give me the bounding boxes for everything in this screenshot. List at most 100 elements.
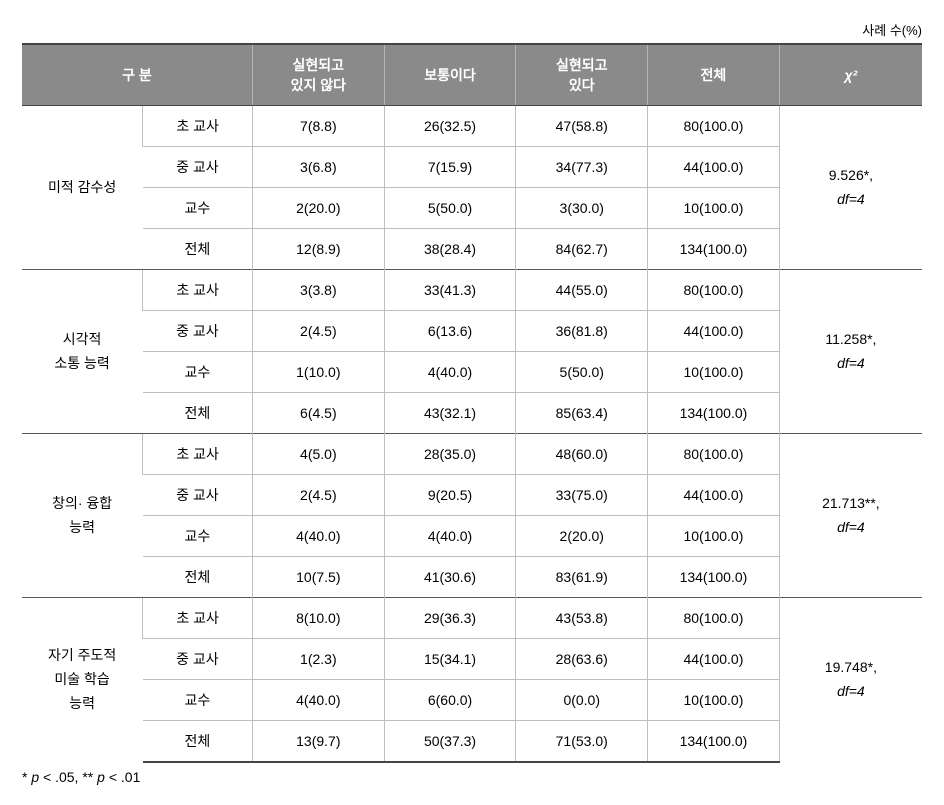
data-cell: 3(30.0): [516, 188, 648, 229]
data-cell: 12(8.9): [252, 229, 384, 270]
data-cell: 28(35.0): [384, 434, 516, 475]
statistics-table: 구 분 실현되고있지 않다 보통이다 실현되고있다 전체 χ² 미적 감수성초 …: [22, 43, 922, 763]
data-cell: 0(0.0): [516, 680, 648, 721]
data-cell: 1(10.0): [252, 352, 384, 393]
chi-square-cell: 11.258*,df=4: [779, 270, 922, 434]
table-row: 자기 주도적미술 학습능력초 교사8(10.0)29(36.3)43(53.8)…: [22, 598, 922, 639]
data-cell: 2(20.0): [516, 516, 648, 557]
data-cell: 2(4.5): [252, 475, 384, 516]
data-cell: 3(6.8): [252, 147, 384, 188]
data-cell: 4(5.0): [252, 434, 384, 475]
chi-square-cell: 21.713**,df=4: [779, 434, 922, 598]
data-cell: 80(100.0): [648, 598, 780, 639]
data-cell: 6(4.5): [252, 393, 384, 434]
data-cell: 33(41.3): [384, 270, 516, 311]
data-cell: 80(100.0): [648, 270, 780, 311]
data-cell: 44(55.0): [516, 270, 648, 311]
data-cell: 83(61.9): [516, 557, 648, 598]
data-cell: 80(100.0): [648, 106, 780, 147]
table-row: 시각적소통 능력초 교사3(3.8)33(41.3)44(55.0)80(100…: [22, 270, 922, 311]
data-cell: 84(62.7): [516, 229, 648, 270]
data-cell: 3(3.8): [252, 270, 384, 311]
row-sublabel: 교수: [143, 680, 253, 721]
data-cell: 7(8.8): [252, 106, 384, 147]
header-col-total: 전체: [648, 44, 780, 106]
chi-square-cell: 9.526*,df=4: [779, 106, 922, 270]
row-sublabel: 초 교사: [143, 270, 253, 311]
row-sublabel: 중 교사: [143, 639, 253, 680]
row-sublabel: 중 교사: [143, 311, 253, 352]
row-sublabel: 교수: [143, 352, 253, 393]
data-cell: 2(20.0): [252, 188, 384, 229]
section-label: 창의· 융합능력: [22, 434, 143, 598]
data-cell: 10(100.0): [648, 188, 780, 229]
row-sublabel: 전체: [143, 557, 253, 598]
row-sublabel: 초 교사: [143, 598, 253, 639]
data-cell: 10(100.0): [648, 352, 780, 393]
data-cell: 33(75.0): [516, 475, 648, 516]
row-sublabel: 초 교사: [143, 106, 253, 147]
data-cell: 4(40.0): [384, 516, 516, 557]
data-cell: 29(36.3): [384, 598, 516, 639]
data-cell: 134(100.0): [648, 721, 780, 763]
data-cell: 41(30.6): [384, 557, 516, 598]
row-sublabel: 교수: [143, 516, 253, 557]
data-cell: 6(13.6): [384, 311, 516, 352]
header-row: 구 분 실현되고있지 않다 보통이다 실현되고있다 전체 χ²: [22, 44, 922, 106]
data-cell: 9(20.5): [384, 475, 516, 516]
data-cell: 1(2.3): [252, 639, 384, 680]
data-cell: 4(40.0): [252, 516, 384, 557]
data-cell: 44(100.0): [648, 639, 780, 680]
data-cell: 5(50.0): [516, 352, 648, 393]
header-col-normal: 보통이다: [384, 44, 516, 106]
data-cell: 44(100.0): [648, 311, 780, 352]
data-cell: 38(28.4): [384, 229, 516, 270]
data-cell: 134(100.0): [648, 557, 780, 598]
data-cell: 36(81.8): [516, 311, 648, 352]
data-cell: 44(100.0): [648, 147, 780, 188]
data-cell: 134(100.0): [648, 393, 780, 434]
data-cell: 85(63.4): [516, 393, 648, 434]
row-sublabel: 전체: [143, 393, 253, 434]
header-gubun: 구 분: [22, 44, 252, 106]
data-cell: 44(100.0): [648, 475, 780, 516]
row-sublabel: 전체: [143, 229, 253, 270]
data-cell: 6(60.0): [384, 680, 516, 721]
data-cell: 28(63.6): [516, 639, 648, 680]
section-label: 미적 감수성: [22, 106, 143, 270]
chi-square-cell: 19.748*,df=4: [779, 598, 922, 763]
table-caption: 사례 수(%): [22, 20, 922, 43]
data-cell: 5(50.0): [384, 188, 516, 229]
data-cell: 10(100.0): [648, 516, 780, 557]
section-label: 시각적소통 능력: [22, 270, 143, 434]
data-cell: 13(9.7): [252, 721, 384, 763]
data-cell: 8(10.0): [252, 598, 384, 639]
data-cell: 71(53.0): [516, 721, 648, 763]
row-sublabel: 중 교사: [143, 475, 253, 516]
data-cell: 48(60.0): [516, 434, 648, 475]
data-cell: 26(32.5): [384, 106, 516, 147]
data-cell: 10(100.0): [648, 680, 780, 721]
table-row: 미적 감수성초 교사7(8.8)26(32.5)47(58.8)80(100.0…: [22, 106, 922, 147]
footnote: * p < .05, ** p < .01: [22, 769, 922, 785]
row-sublabel: 초 교사: [143, 434, 253, 475]
data-cell: 43(53.8): [516, 598, 648, 639]
data-cell: 134(100.0): [648, 229, 780, 270]
data-cell: 43(32.1): [384, 393, 516, 434]
header-col-realized: 실현되고있다: [516, 44, 648, 106]
data-cell: 7(15.9): [384, 147, 516, 188]
row-sublabel: 중 교사: [143, 147, 253, 188]
data-cell: 4(40.0): [384, 352, 516, 393]
data-cell: 34(77.3): [516, 147, 648, 188]
data-cell: 15(34.1): [384, 639, 516, 680]
data-cell: 2(4.5): [252, 311, 384, 352]
header-col-not-realized: 실현되고있지 않다: [252, 44, 384, 106]
data-cell: 80(100.0): [648, 434, 780, 475]
data-cell: 4(40.0): [252, 680, 384, 721]
header-col-chi2: χ²: [779, 44, 922, 106]
data-cell: 10(7.5): [252, 557, 384, 598]
table-row: 창의· 융합능력초 교사4(5.0)28(35.0)48(60.0)80(100…: [22, 434, 922, 475]
data-cell: 47(58.8): [516, 106, 648, 147]
row-sublabel: 교수: [143, 188, 253, 229]
data-cell: 50(37.3): [384, 721, 516, 763]
